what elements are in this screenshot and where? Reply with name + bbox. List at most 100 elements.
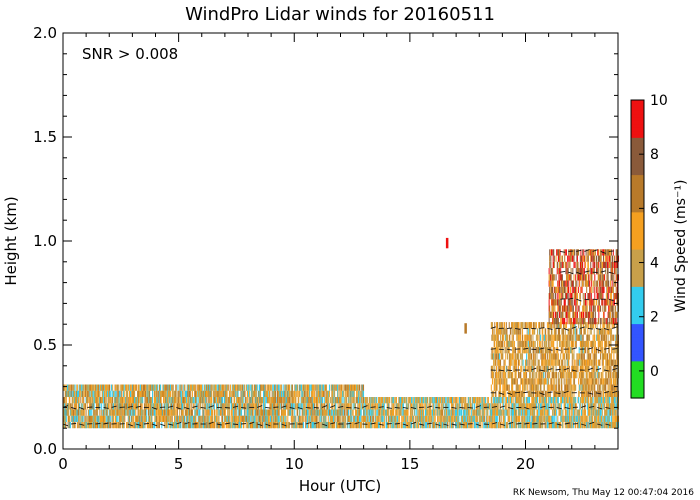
data-cell [549, 322, 551, 329]
data-cell [487, 403, 489, 410]
data-cell [586, 397, 588, 404]
data-cell [89, 415, 91, 422]
data-cell [380, 397, 382, 404]
data-cell [328, 390, 330, 397]
data-cell [565, 397, 567, 404]
data-cell [608, 409, 610, 416]
data-cell [490, 409, 492, 416]
data-cell [179, 384, 181, 391]
data-cell [339, 409, 341, 416]
data-cell [302, 409, 304, 416]
data-cell [286, 384, 288, 391]
data-cell [339, 384, 341, 391]
data-cell [287, 403, 289, 410]
data-cell [498, 359, 500, 366]
data-cell [576, 409, 578, 416]
data-cell [535, 372, 537, 379]
data-cell [544, 378, 545, 385]
data-cell [486, 421, 488, 429]
data-cell [511, 353, 513, 360]
data-cell [496, 397, 498, 404]
data-cell [423, 421, 425, 429]
data-cell [353, 390, 355, 397]
data-cell [146, 390, 148, 397]
data-cell [360, 384, 362, 391]
data-cell [479, 397, 481, 404]
data-cell [613, 397, 615, 404]
data-cell [382, 409, 384, 416]
data-cell [364, 421, 366, 429]
data-cell [469, 397, 471, 404]
data-cell [112, 421, 114, 429]
data-cell [552, 340, 554, 348]
data-cell [378, 409, 380, 416]
data-cell [508, 347, 510, 354]
data-cell [308, 415, 310, 422]
data-cell [521, 340, 523, 348]
data-cell [178, 403, 180, 410]
data-cell [269, 397, 271, 404]
data-cell [416, 421, 418, 429]
data-cell [550, 403, 552, 410]
data-cell [452, 409, 454, 416]
data-cell [120, 421, 122, 429]
data-cell [117, 409, 119, 416]
data-cell [190, 421, 192, 429]
data-cell [261, 409, 263, 416]
data-cell [240, 409, 242, 416]
data-cell [542, 347, 544, 354]
data-cell [553, 353, 555, 360]
data-cell [182, 403, 184, 410]
data-cell [545, 340, 547, 348]
data-cell [71, 409, 73, 416]
data-cell [300, 403, 302, 410]
data-cell [278, 390, 280, 397]
data-cell [433, 403, 435, 410]
data-cell [226, 390, 228, 397]
data-cell [514, 359, 516, 366]
data-cell [315, 415, 317, 422]
data-cell [149, 384, 151, 391]
data-cell [353, 397, 355, 404]
data-cell [358, 403, 360, 410]
data-cell [231, 397, 233, 404]
data-cell [594, 421, 596, 429]
data-cell [549, 415, 551, 422]
data-cell [216, 397, 218, 404]
data-cell [401, 415, 403, 422]
data-cell [108, 421, 110, 429]
data-cell [608, 403, 610, 410]
data-cell [235, 409, 237, 416]
data-cell [480, 397, 482, 404]
data-cell [137, 403, 139, 410]
data-cell [257, 390, 259, 397]
data-cell [508, 365, 510, 373]
data-cell [574, 421, 576, 429]
data-cell [513, 397, 515, 404]
data-cell [342, 390, 344, 397]
data-cell [522, 359, 524, 366]
data-cell [322, 384, 323, 391]
data-cell [206, 403, 208, 410]
data-cell [295, 403, 297, 410]
data-cell [534, 390, 536, 397]
data-cell [332, 409, 334, 416]
data-cell [339, 397, 341, 404]
data-cell [165, 409, 167, 416]
data-cell [214, 397, 216, 404]
data-cell [299, 421, 301, 429]
data-cell [497, 347, 499, 354]
data-cell [76, 403, 78, 410]
data-cell [135, 397, 137, 404]
data-cell [493, 409, 495, 416]
data-cell [169, 415, 171, 422]
data-cell [562, 409, 564, 416]
data-cell [346, 421, 348, 429]
data-cell [227, 415, 229, 422]
data-cell [313, 415, 315, 422]
data-cell [165, 397, 167, 404]
data-cell [250, 409, 252, 416]
data-cell [282, 403, 284, 410]
data-cell [453, 409, 455, 416]
data-cell [497, 359, 499, 366]
